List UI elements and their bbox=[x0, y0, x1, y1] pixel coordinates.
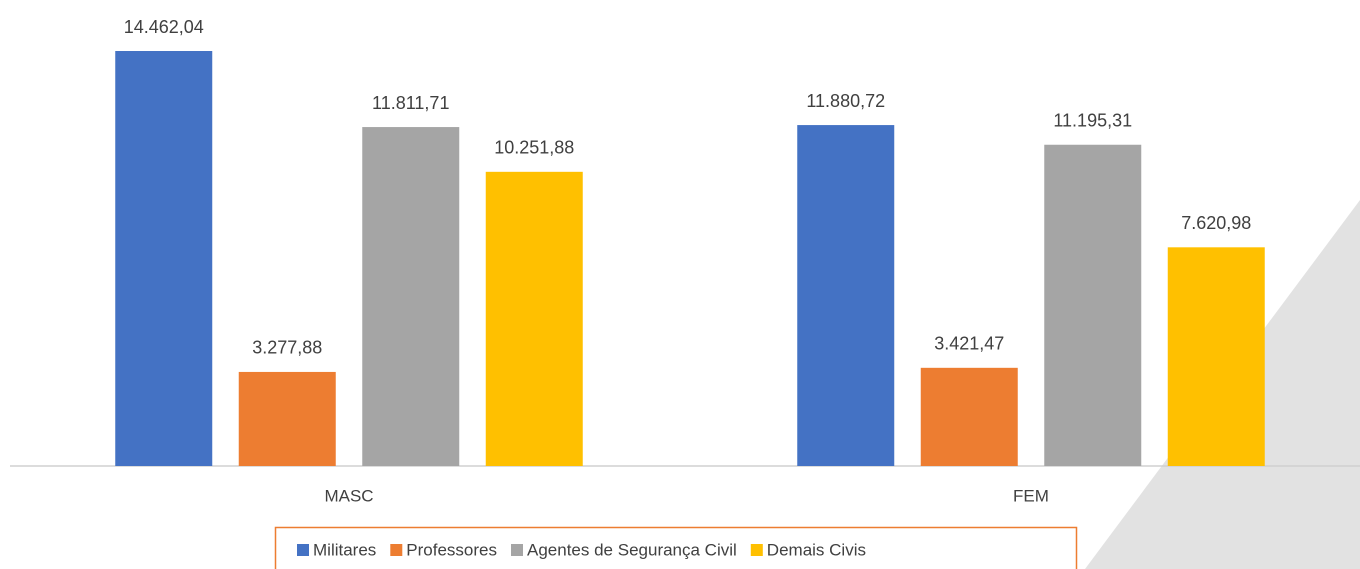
legend-swatch bbox=[750, 544, 763, 556]
legend: Militares Professores Agentes de Segurança… bbox=[297, 540, 866, 559]
data-label: 11.195,31 bbox=[1053, 110, 1132, 130]
legend-label: Professores bbox=[406, 540, 497, 559]
data-label: 11.880,72 bbox=[806, 91, 885, 111]
legend-swatch bbox=[390, 544, 403, 556]
data-label: 11.811,71 bbox=[372, 93, 449, 113]
data-label: 10.251,88 bbox=[494, 138, 574, 158]
data-label: 14.462,04 bbox=[124, 17, 204, 37]
data-label: 3.277,88 bbox=[252, 338, 322, 358]
legend-label: Militares bbox=[313, 540, 376, 559]
bar bbox=[1044, 144, 1142, 467]
legend-box bbox=[274, 526, 1078, 569]
data-label: 3.421,47 bbox=[934, 334, 1004, 354]
bar bbox=[115, 51, 213, 466]
data-label: 7.620,98 bbox=[1181, 213, 1251, 233]
x-tick-label: FEM bbox=[1013, 486, 1049, 505]
bar bbox=[238, 371, 336, 466]
bar bbox=[920, 367, 1018, 466]
bar bbox=[1167, 247, 1265, 466]
bar bbox=[797, 125, 895, 467]
x-tick-label: MASC bbox=[324, 486, 373, 505]
bar bbox=[485, 171, 583, 466]
bar bbox=[362, 127, 460, 466]
legend-label: Demais Civis bbox=[767, 540, 866, 559]
legend-swatch bbox=[511, 544, 523, 556]
legend-swatch bbox=[297, 544, 309, 556]
legend-label: Agentes de Segurança Civil bbox=[527, 540, 737, 559]
